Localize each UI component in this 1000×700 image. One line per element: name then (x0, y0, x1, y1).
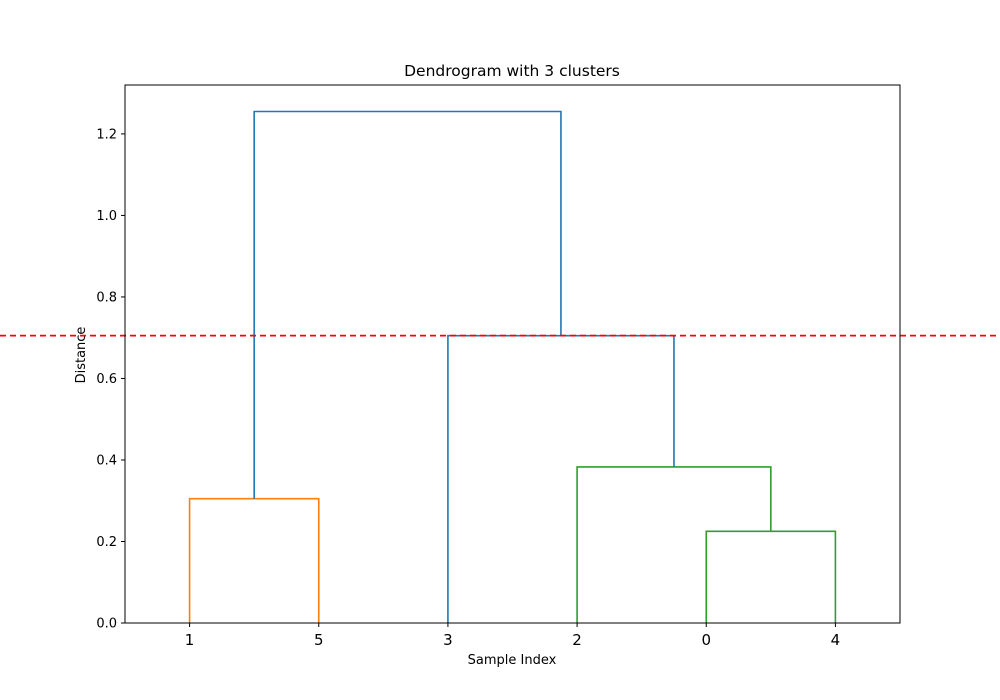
leaf-label-3: 2 (572, 631, 582, 649)
leaf-label-4: 0 (701, 631, 711, 649)
y-tick-label-0: 0.0 (96, 617, 117, 632)
leaf-label-0: 1 (185, 631, 195, 649)
axes: 0.0 0.2 0.4 0.6 0.8 1.0 1.2 1 5 3 2 0 4 (96, 84, 901, 649)
y-tick-label-1: 0.2 (96, 535, 117, 550)
y-tick-label-5: 1.0 (96, 209, 117, 224)
y-tick-label-6: 1.2 (96, 127, 117, 142)
plot-frame (124, 84, 901, 624)
y-tick-label-3: 0.6 (96, 372, 117, 387)
x-axis-label: Sample Index (468, 653, 557, 668)
dendrogram-link-3 (447, 334, 675, 623)
dendrogram-link-2 (576, 466, 772, 623)
leaf-label-2: 3 (443, 631, 453, 649)
y-tick-label-4: 0.8 (96, 290, 117, 305)
chart-title: Dendrogram with 3 clusters (404, 62, 620, 80)
leaf-label-1: 5 (314, 631, 324, 649)
y-tick-label-2: 0.4 (96, 453, 117, 468)
dendrogram-link-0 (188, 497, 320, 623)
dendrogram-link-1 (705, 530, 837, 623)
y-axis-label: Distance (74, 327, 89, 384)
dendrogram-link-4 (253, 110, 562, 499)
leaf-label-5: 4 (831, 631, 841, 649)
dendrogram-links (188, 110, 837, 623)
